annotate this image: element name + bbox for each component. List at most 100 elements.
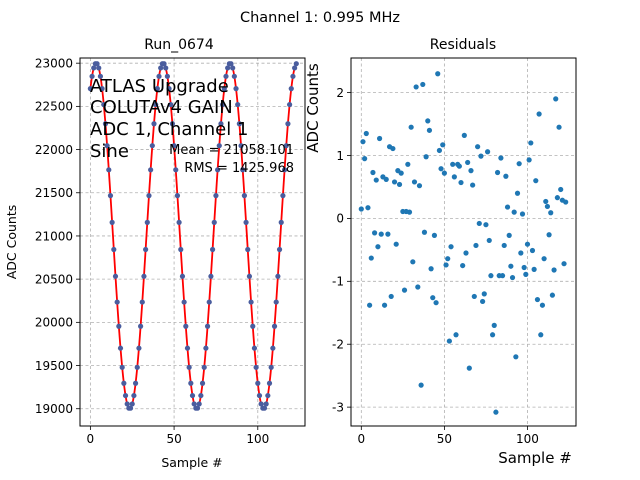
- data-point: [163, 65, 169, 71]
- residual-point: [381, 302, 388, 308]
- residual-point: [460, 262, 466, 269]
- data-point: [290, 73, 296, 79]
- residual-point: [416, 183, 423, 189]
- data-point: [121, 380, 127, 386]
- data-point: [111, 246, 117, 253]
- left-plot-frame: [79, 57, 306, 427]
- residual-point: [518, 250, 524, 256]
- residual-point: [456, 163, 462, 169]
- residual-point: [481, 291, 487, 297]
- residual-point: [370, 169, 376, 176]
- data-point: [223, 73, 229, 79]
- residual-point: [420, 81, 426, 88]
- data-point: [188, 380, 194, 386]
- data-point: [238, 143, 244, 149]
- residual-point: [393, 241, 399, 247]
- data-point: [134, 364, 140, 370]
- data-point: [161, 61, 167, 67]
- data-point: [131, 392, 137, 399]
- residual-point: [531, 266, 537, 272]
- residual-point: [480, 298, 486, 305]
- right-plot-panel: Residuals 0 50 100 -3 -2 -1 0 1 2 Sample # ADC C…: [304, 37, 577, 467]
- residual-point: [406, 209, 413, 215]
- right-x-tick-label: 0: [357, 432, 365, 446]
- residual-point: [470, 182, 476, 188]
- data-point: [102, 121, 109, 127]
- residual-point: [541, 256, 547, 262]
- data-point: [99, 86, 105, 92]
- data-point: [166, 86, 172, 92]
- residual-point: [509, 274, 516, 281]
- residual-point: [521, 264, 527, 271]
- residual-point: [486, 237, 492, 244]
- residual-point: [405, 161, 411, 167]
- data-point: [273, 299, 279, 305]
- residual-point: [563, 199, 569, 205]
- residual-point: [363, 130, 369, 137]
- residual-point: [523, 271, 529, 277]
- data-point: [256, 392, 263, 399]
- data-point: [109, 219, 115, 225]
- residual-point: [401, 287, 408, 293]
- data-point: [258, 401, 264, 407]
- residual-point: [476, 220, 482, 227]
- residual-point: [450, 161, 456, 167]
- residual-point: [501, 242, 507, 249]
- data-point: [235, 101, 241, 108]
- residual-point: [436, 147, 443, 154]
- data-point: [186, 364, 192, 370]
- data-point: [206, 299, 212, 305]
- residual-point: [375, 244, 381, 250]
- data-point: [261, 405, 268, 411]
- data-point: [127, 405, 134, 411]
- left-y-tick-label: 23000: [35, 56, 73, 70]
- residual-point: [385, 231, 391, 237]
- data-point: [250, 323, 256, 329]
- data-point: [248, 299, 254, 305]
- right-x-axis-label: Sample #: [498, 449, 572, 467]
- residual-point: [451, 174, 457, 180]
- residual-point: [543, 198, 549, 205]
- residual-point: [544, 203, 551, 210]
- data-point: [148, 167, 154, 173]
- residual-point: [367, 302, 373, 308]
- data-point: [171, 143, 177, 149]
- data-point: [268, 364, 274, 370]
- data-point: [201, 364, 207, 370]
- data-point: [179, 273, 186, 279]
- data-point: [225, 65, 231, 71]
- data-point: [119, 364, 125, 370]
- data-point: [139, 299, 145, 305]
- data-point: [218, 121, 224, 127]
- data-point: [132, 380, 139, 386]
- data-point: [194, 405, 201, 411]
- residual-point: [443, 262, 449, 268]
- right-y-tick-label: 1: [336, 149, 344, 163]
- data-point: [213, 193, 219, 199]
- data-point: [265, 392, 271, 399]
- data-point: [158, 65, 164, 71]
- left-plot-panel: Run_0674 0 50 100 19000 19500 20000 20500 21000…: [4, 37, 306, 470]
- residual-point: [529, 247, 536, 254]
- residual-point: [499, 273, 506, 279]
- data-point: [96, 65, 102, 71]
- data-point: [216, 143, 222, 149]
- residual-point: [430, 295, 436, 301]
- left-x-tick-label: 50: [166, 432, 181, 446]
- left-tick-labels: 0 50 100 19000 19500 20000 20500 21000 21500 2200…: [35, 56, 269, 446]
- residual-point: [549, 292, 556, 298]
- data-point: [231, 73, 237, 79]
- data-point: [101, 101, 107, 108]
- residual-point: [478, 153, 484, 159]
- data-point: [199, 380, 206, 386]
- data-point: [176, 219, 182, 225]
- residual-point: [415, 284, 421, 290]
- residual-point: [383, 176, 389, 183]
- left-y-tick-label: 20500: [35, 272, 73, 286]
- data-point: [87, 86, 93, 92]
- right-y-tick-label: 0: [336, 212, 344, 226]
- residual-point: [388, 293, 394, 300]
- residual-point: [528, 140, 534, 146]
- left-annotation: ATLAS Upgrade COLUTAv4 GAIN ADC 1, Chann…: [90, 76, 294, 176]
- data-point: [203, 345, 209, 351]
